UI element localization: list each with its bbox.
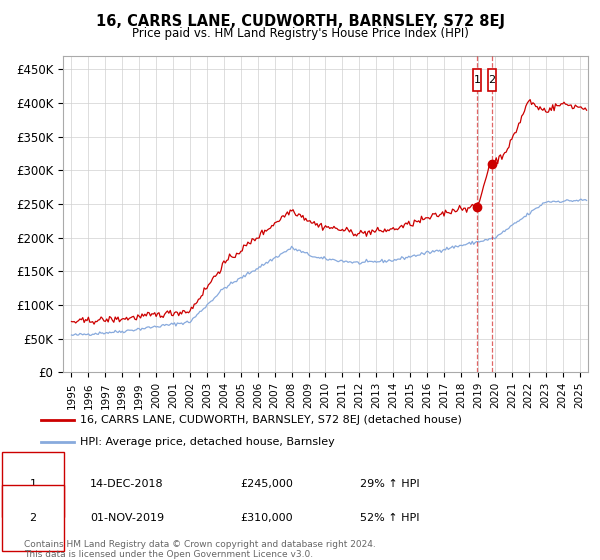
Text: £245,000: £245,000 (240, 479, 293, 489)
Text: 2: 2 (488, 75, 496, 85)
Text: 01-NOV-2019: 01-NOV-2019 (90, 513, 164, 523)
Text: 14-DEC-2018: 14-DEC-2018 (90, 479, 164, 489)
Text: Contains HM Land Registry data © Crown copyright and database right 2024.: Contains HM Land Registry data © Crown c… (24, 540, 376, 549)
Text: 16, CARRS LANE, CUDWORTH, BARNSLEY, S72 8EJ: 16, CARRS LANE, CUDWORTH, BARNSLEY, S72 … (95, 14, 505, 29)
Text: 29% ↑ HPI: 29% ↑ HPI (360, 479, 419, 489)
Text: 52% ↑ HPI: 52% ↑ HPI (360, 513, 419, 523)
Text: HPI: Average price, detached house, Barnsley: HPI: Average price, detached house, Barn… (80, 437, 335, 447)
Text: £310,000: £310,000 (240, 513, 293, 523)
FancyBboxPatch shape (488, 69, 496, 91)
Text: 1: 1 (474, 75, 481, 85)
Text: 1: 1 (29, 479, 37, 489)
Text: This data is licensed under the Open Government Licence v3.0.: This data is licensed under the Open Gov… (24, 550, 313, 559)
Text: 2: 2 (29, 513, 37, 523)
Text: 16, CARRS LANE, CUDWORTH, BARNSLEY, S72 8EJ (detached house): 16, CARRS LANE, CUDWORTH, BARNSLEY, S72 … (80, 415, 461, 425)
Text: Price paid vs. HM Land Registry's House Price Index (HPI): Price paid vs. HM Land Registry's House … (131, 27, 469, 40)
FancyBboxPatch shape (473, 69, 481, 91)
